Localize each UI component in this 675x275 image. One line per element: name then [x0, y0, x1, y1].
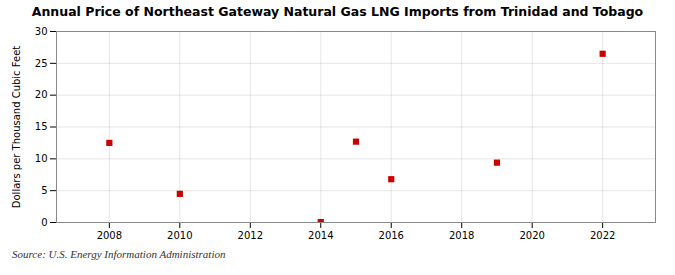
svg-text:2014: 2014 — [308, 230, 333, 241]
svg-text:30: 30 — [35, 26, 48, 37]
html-text:Source: U.S. Energy Informatio: Source: U.S. Energy Information Administ… — [12, 248, 226, 260]
svg-text:25: 25 — [35, 58, 48, 69]
svg-text:10: 10 — [35, 153, 48, 164]
svg-text:5: 5 — [41, 185, 47, 196]
svg-text:Dollars per Thousand Cubic Fee: Dollars per Thousand Cubic Feet — [11, 46, 22, 209]
svg-text:2008: 2008 — [97, 230, 122, 241]
svg-text:2010: 2010 — [167, 230, 192, 241]
svg-text:2020: 2020 — [519, 230, 544, 241]
html-text:Annual Price of Northeast Gate: Annual Price of Northeast Gateway Natura… — [31, 4, 644, 19]
svg-text:2012: 2012 — [238, 230, 263, 241]
svg-text:15: 15 — [35, 121, 48, 132]
svg-text:0: 0 — [41, 217, 47, 228]
svg-text:2016: 2016 — [379, 230, 404, 241]
svg-text:2018: 2018 — [449, 230, 474, 241]
svg-text:20: 20 — [35, 89, 48, 100]
svg-text:2022: 2022 — [590, 230, 615, 241]
